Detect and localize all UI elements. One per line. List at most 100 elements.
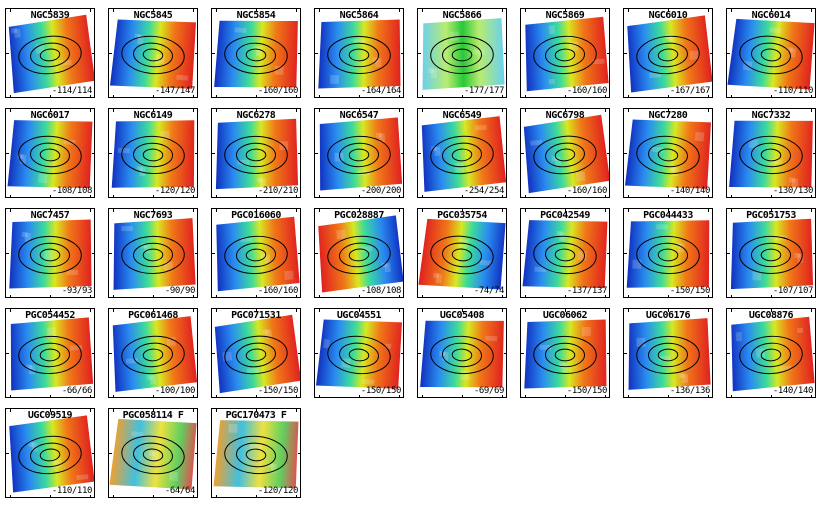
axis-tick xyxy=(153,409,154,412)
velocity-range: -120/120 xyxy=(257,486,299,496)
axis-tick xyxy=(462,9,463,12)
axis-tick xyxy=(6,453,9,454)
velocity-range: -120/120 xyxy=(154,186,196,196)
axis-tick xyxy=(6,53,9,54)
galaxy-name: NGC5869 xyxy=(545,10,585,21)
axis-tick xyxy=(462,309,463,312)
galaxy-name: PGC170473 F xyxy=(225,410,287,421)
isophote-contour xyxy=(121,135,185,175)
isophote-contour xyxy=(39,248,61,262)
velocity-map xyxy=(10,317,94,391)
velocity-range: -107/107 xyxy=(772,286,814,296)
axis-tick xyxy=(502,195,503,197)
axis-tick xyxy=(504,53,506,54)
velocity-range: -114/114 xyxy=(51,86,93,96)
axis-tick xyxy=(668,109,669,112)
velocity-map xyxy=(9,219,92,289)
axis-tick xyxy=(90,395,91,397)
isophote-contour xyxy=(739,335,803,375)
velocity-map xyxy=(418,218,506,290)
isophote-contour xyxy=(224,235,288,275)
axis-tick xyxy=(216,209,217,212)
velocity-range: -110/110 xyxy=(772,86,814,96)
velocity-field xyxy=(624,119,712,189)
axis-tick xyxy=(525,295,526,297)
axis-tick xyxy=(298,253,300,254)
galaxy-name: PGC035754 xyxy=(437,210,487,221)
velocity-field xyxy=(626,220,710,288)
galaxy-name: PGC044433 xyxy=(643,210,693,221)
velocity-field xyxy=(109,19,197,89)
velocity-range: -130/130 xyxy=(772,186,814,196)
axis-tick xyxy=(296,209,297,212)
galaxy-name: PGC058114 F xyxy=(122,410,184,421)
velocity-field xyxy=(112,316,197,392)
galaxy-panel: UGC04551 -150/150 xyxy=(311,305,407,401)
axis-tick xyxy=(628,309,629,312)
isophote-contour xyxy=(657,248,679,262)
isophote-contour xyxy=(533,135,597,175)
galaxy-name: UGC08876 xyxy=(748,310,794,321)
axis-tick xyxy=(90,495,91,497)
axis-tick xyxy=(212,453,215,454)
velocity-map xyxy=(525,16,609,92)
axis-tick xyxy=(628,109,629,112)
axis-tick xyxy=(502,209,503,212)
galaxy-panel: UGC06062 -150/150 xyxy=(517,305,613,401)
galaxy-name: NGC5845 xyxy=(133,10,173,21)
axis-tick xyxy=(668,209,669,212)
axis-tick xyxy=(565,295,566,297)
axis-tick xyxy=(399,109,400,112)
isophote-contour xyxy=(441,42,483,68)
axis-tick xyxy=(710,53,712,54)
isophote-contour xyxy=(760,48,782,62)
galaxy-name: NGC6149 xyxy=(133,110,173,121)
galaxy-panel: NGC6798 -160/160 xyxy=(517,105,613,201)
axis-tick xyxy=(90,109,91,112)
map-frame: NGC6798 -160/160 xyxy=(520,108,610,198)
axis-tick xyxy=(628,9,629,12)
axis-tick xyxy=(710,153,712,154)
isophote-contour xyxy=(339,342,379,368)
axis-tick xyxy=(319,9,320,12)
axis-tick xyxy=(422,309,423,312)
isophote-contour xyxy=(554,48,576,62)
axis-tick xyxy=(298,53,300,54)
galaxy-panel: PGC028887 -108/108 xyxy=(311,205,407,301)
axis-tick xyxy=(50,295,51,297)
axis-tick xyxy=(708,295,709,297)
axis-tick xyxy=(193,295,194,297)
velocity-field xyxy=(9,415,94,493)
axis-tick xyxy=(708,9,709,12)
galaxy-name: NGC6798 xyxy=(545,110,585,121)
isophote-contour xyxy=(442,242,482,268)
axis-tick xyxy=(628,95,629,97)
map-frame: NGC6149 -120/120 xyxy=(108,108,198,198)
axis-tick xyxy=(811,295,812,297)
galaxy-name: NGC5854 xyxy=(236,10,276,21)
axis-tick xyxy=(10,109,11,112)
galaxy-name: NGC5839 xyxy=(30,10,70,21)
axis-tick xyxy=(6,353,9,354)
velocity-map xyxy=(213,420,299,489)
axis-tick xyxy=(296,9,297,12)
axis-tick xyxy=(422,209,423,212)
velocity-range: -90/90 xyxy=(164,286,196,296)
isophote-contour xyxy=(121,435,185,475)
axis-tick xyxy=(90,95,91,97)
axis-tick xyxy=(628,395,629,397)
map-frame: PGC042549 -137/137 xyxy=(520,208,610,298)
axis-tick xyxy=(708,95,709,97)
isophote-contour xyxy=(18,35,82,75)
axis-tick xyxy=(216,409,217,412)
isophote-contour xyxy=(544,42,586,68)
isophote-contour xyxy=(327,335,391,375)
galaxy-name: PGC016060 xyxy=(231,210,281,221)
axis-tick xyxy=(153,9,154,12)
axis-tick xyxy=(727,353,730,354)
galaxy-panel: NGC5839 -114/114 xyxy=(2,5,98,101)
isophote-contour xyxy=(647,342,689,368)
axis-tick xyxy=(731,9,732,12)
axis-tick xyxy=(607,153,609,154)
velocity-map xyxy=(216,216,300,292)
